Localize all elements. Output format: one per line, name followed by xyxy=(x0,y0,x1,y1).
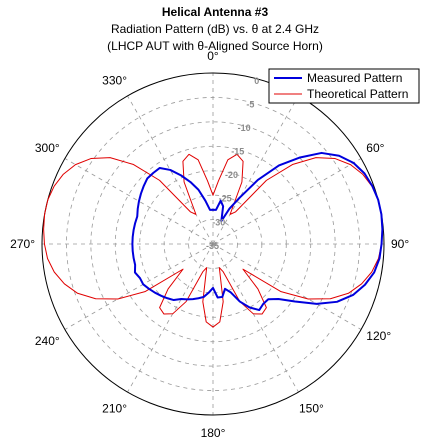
radial-tick-labels: 0 -5 -10 -15 -20 -25 -30 -35 xyxy=(206,76,259,251)
angle-tick-label: 270° xyxy=(10,237,35,251)
legend-box xyxy=(268,68,420,104)
radial-tick-label: 0 xyxy=(254,76,259,86)
angle-tick-label: 120° xyxy=(366,329,391,343)
angle-tick-label: 210° xyxy=(102,401,127,415)
chart-legend: Measured Pattern Theoretical Pattern xyxy=(268,68,420,104)
chart-title: Helical Antenna #3 xyxy=(162,5,269,19)
radial-tick-label: -35 xyxy=(206,241,219,251)
angle-tick-label: 330° xyxy=(102,74,127,88)
series-measured-line xyxy=(131,151,384,312)
radial-tick-label: -30 xyxy=(212,217,225,227)
angle-tick-label: 300° xyxy=(35,141,60,155)
chart-subtitle-line-1: Radiation Pattern (dB) vs. θ at 2.4 GHz xyxy=(111,22,319,36)
angle-tick-labels: 0°30°60°90°120°150°180°210°240°270°300°3… xyxy=(10,49,409,438)
radial-tick-label: -20 xyxy=(225,170,238,180)
angle-tick-label: 90° xyxy=(391,237,409,251)
series-theoretical-line xyxy=(43,153,383,328)
angle-tick-label: 150° xyxy=(299,401,324,415)
angle-tick-label: 60° xyxy=(366,141,384,155)
angle-tick-label: 0° xyxy=(207,49,219,63)
outer-boundary xyxy=(41,72,385,416)
legend-label-theoretical: Theoretical Pattern xyxy=(307,87,408,101)
series-layer xyxy=(43,151,384,328)
radial-tick-label: -25 xyxy=(219,194,232,204)
chart-subtitle-line-2: (LHCP AUT with θ-Aligned Source Horn) xyxy=(107,39,323,53)
radial-tick-label: -15 xyxy=(231,147,244,157)
angle-tick-label: 240° xyxy=(35,334,60,348)
radial-tick-label: -10 xyxy=(238,123,251,133)
legend-label-measured: Measured Pattern xyxy=(307,71,402,85)
radial-tick-label: -5 xyxy=(246,99,254,109)
angle-tick-label: 180° xyxy=(201,426,226,438)
